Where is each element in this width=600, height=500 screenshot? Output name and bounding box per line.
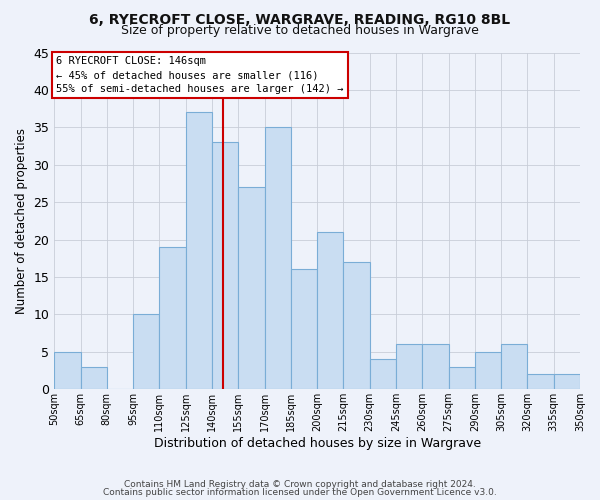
Bar (475, 352, 501, 389)
Bar (343, 262, 370, 389)
Bar (396, 344, 422, 389)
Bar (265, 128, 291, 389)
Bar (238, 187, 265, 389)
Bar (54, 352, 80, 389)
Bar (527, 374, 554, 389)
Text: 6 RYECROFT CLOSE: 146sqm
← 45% of detached houses are smaller (116)
55% of semi-: 6 RYECROFT CLOSE: 146sqm ← 45% of detach… (56, 56, 344, 94)
Bar (317, 232, 343, 389)
Text: Size of property relative to detached houses in Wargrave: Size of property relative to detached ho… (121, 24, 479, 37)
Bar (501, 344, 527, 389)
X-axis label: Distribution of detached houses by size in Wargrave: Distribution of detached houses by size … (154, 437, 481, 450)
Bar (80, 366, 107, 389)
Text: Contains HM Land Registry data © Crown copyright and database right 2024.: Contains HM Land Registry data © Crown c… (124, 480, 476, 489)
Bar (133, 314, 160, 389)
Y-axis label: Number of detached properties: Number of detached properties (15, 128, 28, 314)
Text: 6, RYECROFT CLOSE, WARGRAVE, READING, RG10 8BL: 6, RYECROFT CLOSE, WARGRAVE, READING, RG… (89, 12, 511, 26)
Bar (422, 344, 449, 389)
Text: Contains public sector information licensed under the Open Government Licence v3: Contains public sector information licen… (103, 488, 497, 497)
Bar (212, 142, 238, 389)
Bar (186, 112, 212, 389)
Bar (160, 247, 186, 389)
Bar (554, 374, 580, 389)
Bar (449, 366, 475, 389)
Bar (291, 270, 317, 389)
Bar (370, 359, 396, 389)
